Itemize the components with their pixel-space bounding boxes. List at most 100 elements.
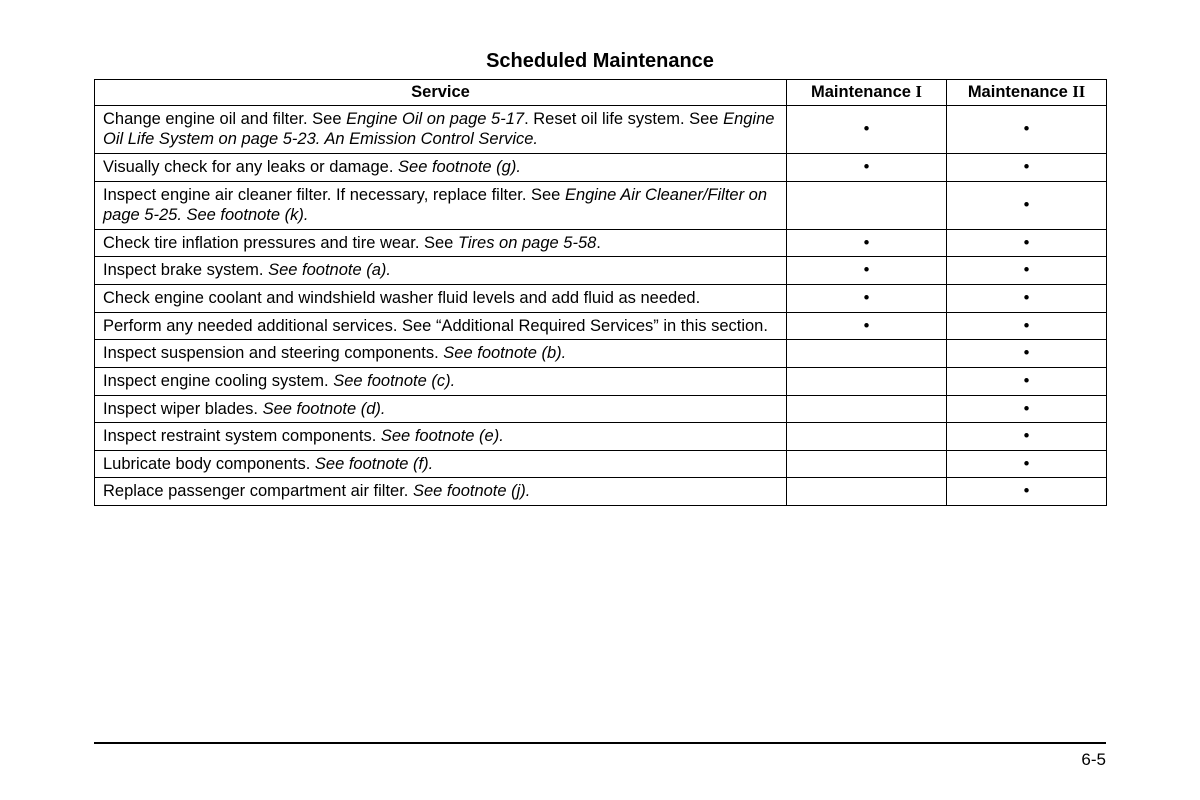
maintenance-2-cell: • [947,105,1107,153]
service-cell: Inspect brake system. See footnote (a). [95,257,787,285]
maintenance-1-cell: • [787,229,947,257]
service-text-italic: See footnote (d). [263,400,386,418]
col-m1-prefix: Maintenance [811,83,916,101]
service-cell: Inspect wiper blades. See footnote (d). [95,395,787,423]
table-row: Inspect restraint system components. See… [95,423,1107,451]
service-text: Check tire inflation pressures and tire … [103,234,458,252]
table-row: Check engine coolant and windshield wash… [95,285,1107,313]
table-header-row: Service Maintenance I Maintenance II [95,80,1107,106]
service-cell: Check tire inflation pressures and tire … [95,229,787,257]
service-text-italic: See footnote (c). [333,372,455,390]
table-row: Visually check for any leaks or damage. … [95,153,1107,181]
page-title: Scheduled Maintenance [94,50,1106,73]
bullet-icon: • [864,120,870,138]
table-row: Inspect engine cooling system. See footn… [95,367,1107,395]
col-m2-roman: II [1072,82,1085,101]
maintenance-2-cell: • [947,478,1107,506]
service-text: Perform any needed additional services. … [103,317,768,335]
service-text: Change engine oil and filter. See [103,110,346,128]
table-row: Inspect engine air cleaner filter. If ne… [95,181,1107,229]
maintenance-1-cell: • [787,312,947,340]
service-text: Replace passenger compartment air filter… [103,482,413,500]
service-text: Inspect engine cooling system. [103,372,333,390]
service-text-italic: See footnote (e). [381,427,504,445]
table-body: Change engine oil and filter. See Engine… [95,105,1107,505]
maintenance-2-cell: • [947,312,1107,340]
bullet-icon: • [1024,317,1030,335]
maintenance-2-cell: • [947,257,1107,285]
table-row: Lubricate body components. See footnote … [95,450,1107,478]
bullet-icon: • [864,289,870,307]
service-text-italic: Tires on page 5-58 [458,234,596,252]
bullet-icon: • [864,317,870,335]
maintenance-2-cell: • [947,395,1107,423]
maintenance-2-cell: • [947,229,1107,257]
service-text: . [596,234,601,252]
service-cell: Check engine coolant and windshield wash… [95,285,787,313]
service-text-italic: See footnote (j). [413,482,530,500]
service-cell: Replace passenger compartment air filter… [95,478,787,506]
bullet-icon: • [864,158,870,176]
service-text: Check engine coolant and windshield wash… [103,289,700,307]
service-cell: Inspect engine cooling system. See footn… [95,367,787,395]
table-row: Replace passenger compartment air filter… [95,478,1107,506]
bullet-icon: • [1024,158,1030,176]
maintenance-1-cell [787,367,947,395]
service-cell: Inspect engine air cleaner filter. If ne… [95,181,787,229]
service-text: Inspect brake system. [103,261,268,279]
service-cell: Visually check for any leaks or damage. … [95,153,787,181]
maintenance-1-cell [787,478,947,506]
service-cell: Change engine oil and filter. See Engine… [95,105,787,153]
bullet-icon: • [1024,261,1030,279]
col-service: Service [95,80,787,106]
service-text: . Reset oil life system. See [524,110,723,128]
service-cell: Lubricate body components. See footnote … [95,450,787,478]
maintenance-2-cell: • [947,153,1107,181]
service-text: Inspect wiper blades. [103,400,263,418]
col-maintenance-1: Maintenance I [787,80,947,106]
maintenance-2-cell: • [947,285,1107,313]
service-cell: Perform any needed additional services. … [95,312,787,340]
maintenance-1-cell [787,423,947,451]
page: Scheduled Maintenance Service Maintenanc… [0,0,1200,800]
maintenance-2-cell: • [947,181,1107,229]
service-text-italic: See footnote (f). [315,455,433,473]
service-text: Visually check for any leaks or damage. [103,158,398,176]
bullet-icon: • [1024,482,1030,500]
table-row: Inspect brake system. See footnote (a). •… [95,257,1107,285]
page-number: 6-5 [1081,750,1106,770]
bullet-icon: • [864,234,870,252]
maintenance-table: Service Maintenance I Maintenance II Cha… [94,79,1107,506]
footer-rule [94,742,1106,744]
maintenance-1-cell [787,450,947,478]
service-text-italic: See footnote (a). [268,261,391,279]
maintenance-1-cell: • [787,257,947,285]
table-row: Perform any needed additional services. … [95,312,1107,340]
service-text: Inspect restraint system components. [103,427,381,445]
service-text-italic: See footnote (g). [398,158,521,176]
service-text: Inspect suspension and steering componen… [103,344,443,362]
maintenance-1-cell [787,395,947,423]
maintenance-1-cell [787,340,947,368]
bullet-icon: • [1024,289,1030,307]
bullet-icon: • [1024,196,1030,214]
bullet-icon: • [1024,400,1030,418]
maintenance-1-cell: • [787,153,947,181]
maintenance-2-cell: • [947,423,1107,451]
bullet-icon: • [1024,344,1030,362]
col-maintenance-2: Maintenance II [947,80,1107,106]
service-text-italic: Engine Oil on page 5-17 [346,110,524,128]
col-m1-roman: I [916,82,922,101]
bullet-icon: • [864,261,870,279]
maintenance-2-cell: • [947,367,1107,395]
maintenance-1-cell: • [787,285,947,313]
col-m2-prefix: Maintenance [968,83,1073,101]
bullet-icon: • [1024,455,1030,473]
service-cell: Inspect suspension and steering componen… [95,340,787,368]
table-row: Inspect wiper blades. See footnote (d). • [95,395,1107,423]
maintenance-1-cell [787,181,947,229]
bullet-icon: • [1024,120,1030,138]
service-text-italic: See footnote (b). [443,344,566,362]
service-text: Inspect engine air cleaner filter. If ne… [103,186,565,204]
table-row: Change engine oil and filter. See Engine… [95,105,1107,153]
